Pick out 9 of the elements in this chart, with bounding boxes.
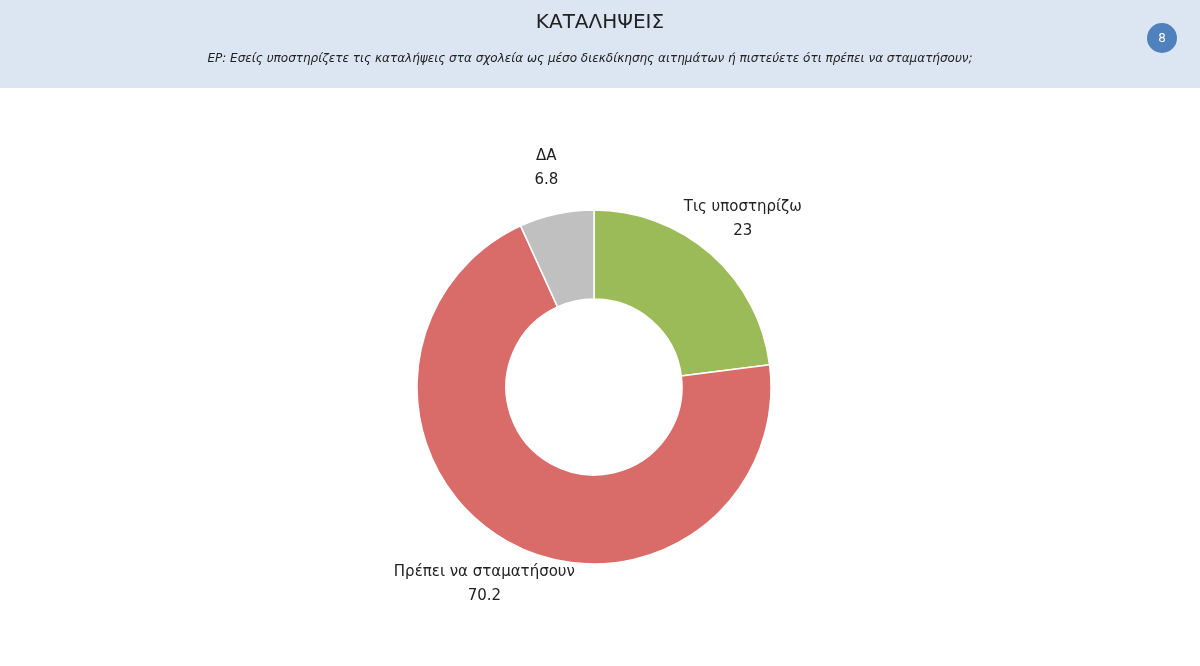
chart-subtitle: ΕΡ: Εσείς υποστηρίζετε τις καταλήψεις στα σχολεία ως μέσο διεκδίκησης αιτημάτων ή πιστεύετε ότι πρέπει να σταματήσουν; [207,51,973,65]
slice-label: ΔΑ [536,146,558,165]
chart-title: ΚΑΤΑΛΗΨΕΙΣ [535,9,665,33]
data-label: 6.8 [534,170,559,189]
text: 8 [1158,31,1166,45]
slice-label: Πρέπει να σταματήσουν [393,562,575,581]
data-label: 23 [733,221,753,240]
data-label: 70.2 [467,586,502,605]
slice-label: Τις υποστηρίζω [682,197,802,216]
